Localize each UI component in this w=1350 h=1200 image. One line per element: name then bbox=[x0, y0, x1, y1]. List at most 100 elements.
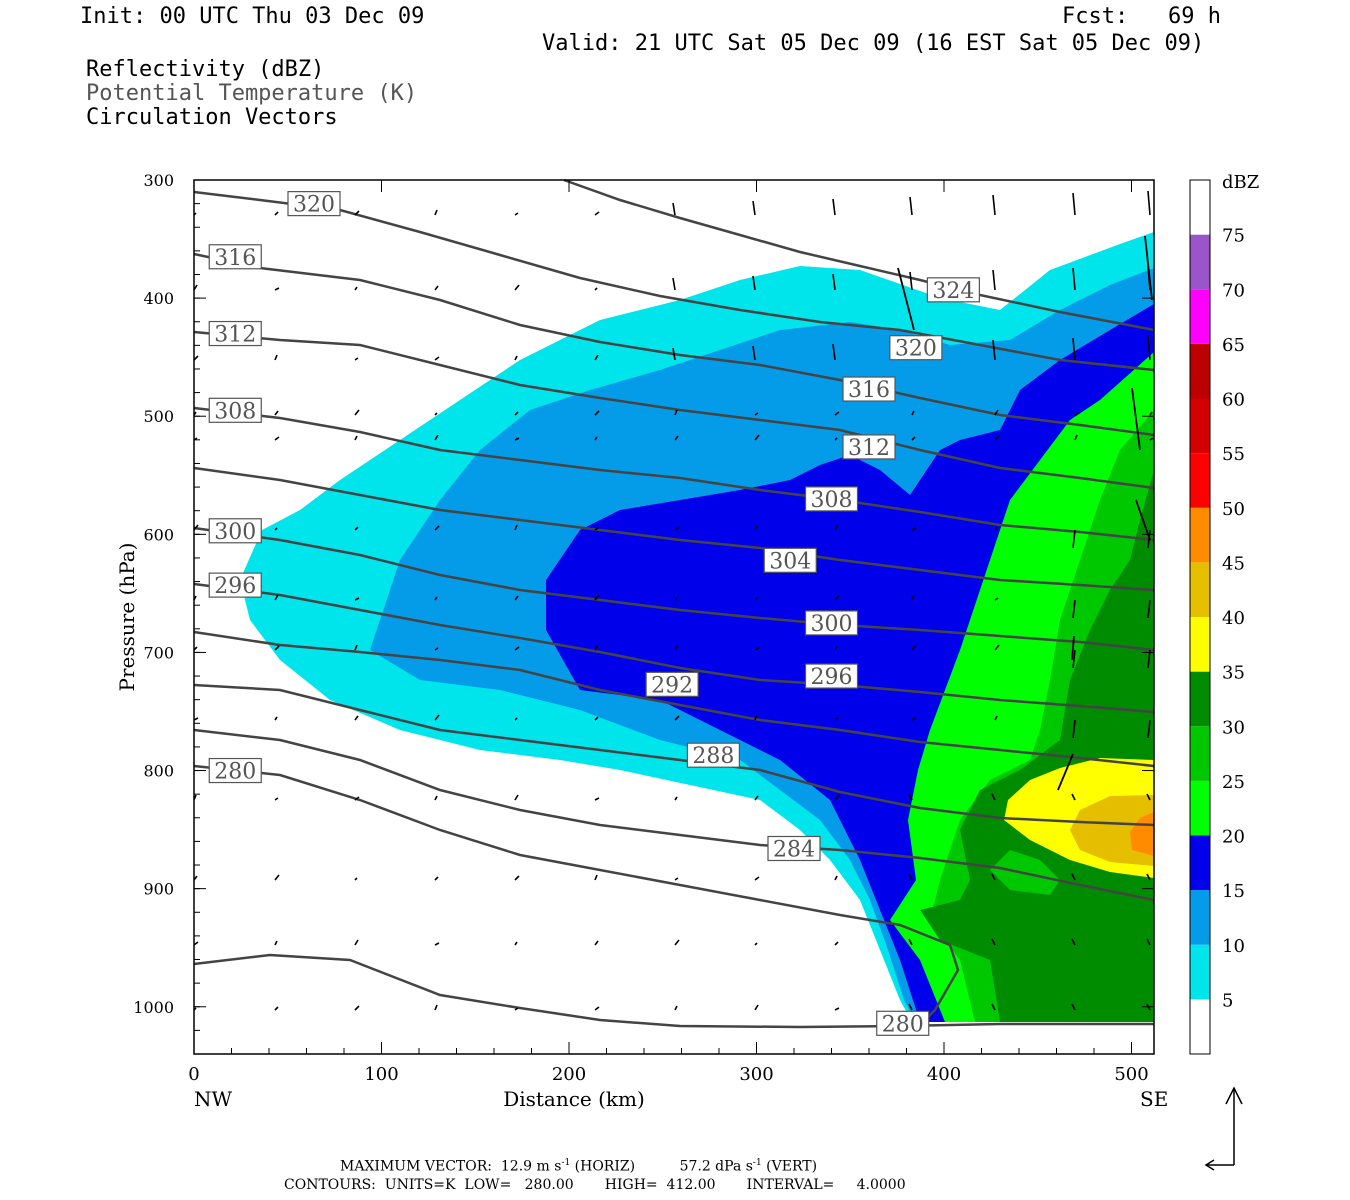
circulation-vector bbox=[754, 647, 760, 651]
circulation-vector bbox=[1147, 599, 1151, 619]
potential-temperature-contour bbox=[193, 330, 1155, 490]
y-tick-label: 400 bbox=[143, 289, 174, 308]
potential-temperature-contour bbox=[193, 466, 1155, 592]
circulation-vector bbox=[834, 794, 840, 801]
circulation-vector bbox=[514, 595, 519, 601]
y-tick-label: 1000 bbox=[133, 998, 174, 1017]
circulation-vector bbox=[434, 434, 439, 441]
circulation-vector bbox=[274, 436, 280, 441]
contour-label-text: 296 bbox=[214, 574, 256, 599]
potential-temperature-contour bbox=[193, 728, 1155, 902]
contour-label-300: 300 bbox=[208, 518, 262, 545]
circulation-vector bbox=[1074, 412, 1080, 416]
circulation-vector bbox=[274, 527, 278, 531]
circulation-vector bbox=[434, 795, 438, 801]
circulation-vector bbox=[991, 1003, 996, 1011]
circulation-vector bbox=[908, 938, 913, 946]
circulation-vector bbox=[514, 875, 520, 881]
contour-info: CONTOURS: UNITS=K LOW= 280.00 HIGH= 412.… bbox=[284, 1177, 906, 1193]
circulation-vector bbox=[1071, 635, 1075, 661]
contour-label-320: 320 bbox=[287, 191, 341, 218]
colorbar-label: 45 bbox=[1222, 553, 1245, 574]
circulation-vector bbox=[354, 644, 358, 651]
contour-label-text: 320 bbox=[293, 193, 335, 218]
circulation-vector bbox=[911, 594, 915, 601]
maximum-vector-note: MAXIMUM VECTOR: 12.9 m s-1 (HORIZ) 57.2 … bbox=[340, 1158, 818, 1175]
circulation-vector bbox=[354, 409, 360, 416]
circulation-vector bbox=[908, 873, 913, 881]
contour-label-box bbox=[208, 518, 262, 544]
circulation-vector bbox=[834, 1007, 840, 1011]
contour-label-296: 296 bbox=[208, 572, 262, 599]
y-axis-title: Pressure (hPa) bbox=[115, 543, 139, 692]
circulation-vector bbox=[514, 646, 520, 651]
contour-label-text: 300 bbox=[214, 520, 256, 545]
colorbar-label: 5 bbox=[1222, 990, 1233, 1011]
contour-label-box bbox=[842, 376, 896, 402]
colorbar-label: 50 bbox=[1222, 499, 1245, 520]
circulation-vector bbox=[1071, 793, 1076, 801]
contour-label-box bbox=[208, 397, 262, 423]
circulation-vector bbox=[354, 715, 359, 721]
colorbar-segment bbox=[1190, 944, 1210, 1000]
circulation-vector bbox=[514, 794, 519, 801]
circulation-vector bbox=[911, 436, 916, 441]
circulation-vector bbox=[1146, 938, 1151, 946]
contour-label-box bbox=[287, 191, 341, 217]
circulation-vector bbox=[674, 796, 678, 801]
circulation-vector bbox=[674, 715, 680, 721]
potential-temperature-contour bbox=[193, 953, 1154, 1029]
contour-label-box bbox=[686, 742, 740, 768]
circulation-vector bbox=[514, 212, 519, 216]
contour-label-308: 308 bbox=[804, 486, 859, 513]
circulation-vector bbox=[514, 717, 518, 721]
circulation-vector bbox=[992, 269, 996, 291]
colorbar-segment bbox=[1190, 671, 1210, 727]
contour-label-box bbox=[208, 757, 262, 784]
circulation-vector bbox=[354, 210, 360, 216]
contour-label-text: 280 bbox=[882, 1012, 924, 1037]
circulation-vector bbox=[594, 594, 600, 601]
circulation-vector bbox=[354, 526, 359, 531]
circulation-vector bbox=[594, 211, 600, 216]
x-tick-label: 300 bbox=[739, 1064, 773, 1085]
colorbar-segment bbox=[1190, 617, 1210, 672]
circulation-vector bbox=[434, 525, 440, 531]
potential-temperature-contour bbox=[193, 683, 1155, 827]
circulation-vector bbox=[354, 1005, 360, 1011]
circulation-vector bbox=[754, 525, 758, 531]
circulation-vector bbox=[754, 942, 758, 946]
contour-label-box bbox=[804, 610, 859, 636]
circulation-vector bbox=[434, 285, 439, 291]
circulation-vector bbox=[354, 877, 358, 881]
contour-label-text: 312 bbox=[214, 323, 256, 348]
circulation-vector bbox=[594, 354, 599, 361]
contour-label-312: 312 bbox=[842, 434, 896, 461]
circulation-vector bbox=[274, 1006, 279, 1011]
circulation-vector bbox=[594, 436, 598, 441]
circulation-vector bbox=[911, 716, 917, 721]
colorbar-segment bbox=[1190, 453, 1210, 508]
circulation-vector bbox=[434, 942, 440, 946]
circulation-vector bbox=[594, 940, 599, 946]
contour-label-284: 284 bbox=[767, 835, 821, 862]
circulation-vector bbox=[274, 716, 278, 721]
contour-label-box bbox=[889, 335, 943, 361]
contour-label-296: 296 bbox=[804, 663, 859, 690]
colorbar-label: 15 bbox=[1222, 881, 1245, 902]
circulation-vector bbox=[911, 410, 915, 416]
circulation-vector bbox=[1072, 719, 1076, 739]
x-tick-label: 0 bbox=[188, 1064, 199, 1085]
contour-label-text: 316 bbox=[214, 246, 256, 271]
circulation-vector bbox=[897, 267, 915, 331]
circulation-vector bbox=[1147, 190, 1151, 216]
circulation-vector bbox=[1072, 599, 1076, 619]
circulation-vector bbox=[354, 286, 358, 291]
contour-label-320: 320 bbox=[889, 335, 943, 362]
circulation-vector bbox=[274, 211, 279, 216]
contour-label-text: 292 bbox=[651, 673, 693, 698]
x-tick-label: 400 bbox=[927, 1064, 961, 1085]
circulation-vector bbox=[274, 354, 278, 361]
circulation-vector bbox=[834, 875, 838, 881]
circulation-vector bbox=[354, 357, 359, 361]
